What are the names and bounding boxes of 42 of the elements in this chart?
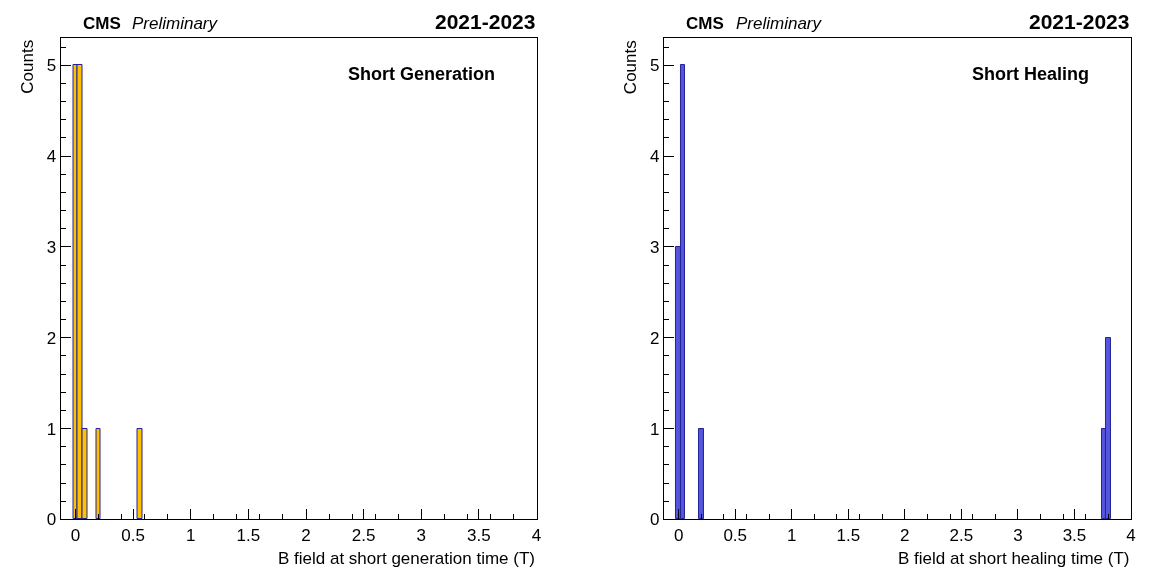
y-axis-title: Counts	[621, 40, 641, 95]
x-tick-label: 3	[1013, 525, 1023, 545]
x-tick-label: 2	[301, 525, 311, 545]
x-tick-label: 4	[531, 525, 542, 545]
x-tick-label: 1	[186, 525, 196, 545]
x-tick-label: 1.5	[236, 525, 261, 545]
chart-subtitle: Preliminary	[736, 14, 823, 33]
y-tick-label: 1	[650, 419, 660, 439]
text: 2021-2023	[1029, 10, 1130, 33]
y-axis-title: Counts	[17, 39, 37, 94]
x-tick-label: 0.5	[121, 525, 145, 545]
chart-title: CMS	[83, 14, 121, 33]
y-tick-label: 5	[46, 56, 57, 76]
text: 2021-2023	[435, 10, 536, 33]
x-tick-label: 1	[787, 525, 797, 545]
y-tick-label: 3	[650, 237, 660, 257]
annotation: Short Generation	[348, 64, 496, 84]
x-tick-label: 0.5	[723, 525, 748, 545]
x-axis-title: B field at short generation time (T)	[278, 549, 536, 568]
y-tick-label: 0	[46, 510, 57, 530]
x-tick-label: 3	[416, 525, 426, 545]
x-tick-label: 2	[900, 525, 910, 545]
x-tick-label: 3.5	[467, 525, 491, 545]
y-tick-label: 0	[650, 510, 660, 530]
x-tick-label: 4	[1126, 525, 1136, 545]
y-tick-label: 3	[46, 237, 57, 257]
y-tick-label: 1	[46, 419, 57, 439]
x-tick-label: 3.5	[1062, 525, 1087, 545]
x-tick-label: 0	[70, 525, 81, 545]
x-tick-label: 0	[673, 525, 684, 545]
y-tick-label: 4	[650, 147, 660, 167]
chart-title: CMS	[686, 14, 724, 33]
x-tick-label: 2.5	[949, 525, 974, 545]
y-tick-label: 2	[650, 328, 660, 348]
x-axis-title: B field at short healing time (T)	[898, 549, 1130, 568]
annotation: Short Healing	[972, 64, 1090, 84]
y-tick-label: 2	[46, 328, 57, 348]
chart-subtitle: Preliminary	[132, 14, 219, 33]
y-tick-label: 4	[46, 147, 57, 167]
x-tick-label: 1.5	[836, 525, 861, 545]
y-tick-label: 5	[650, 56, 660, 76]
x-tick-label: 2.5	[351, 525, 376, 545]
